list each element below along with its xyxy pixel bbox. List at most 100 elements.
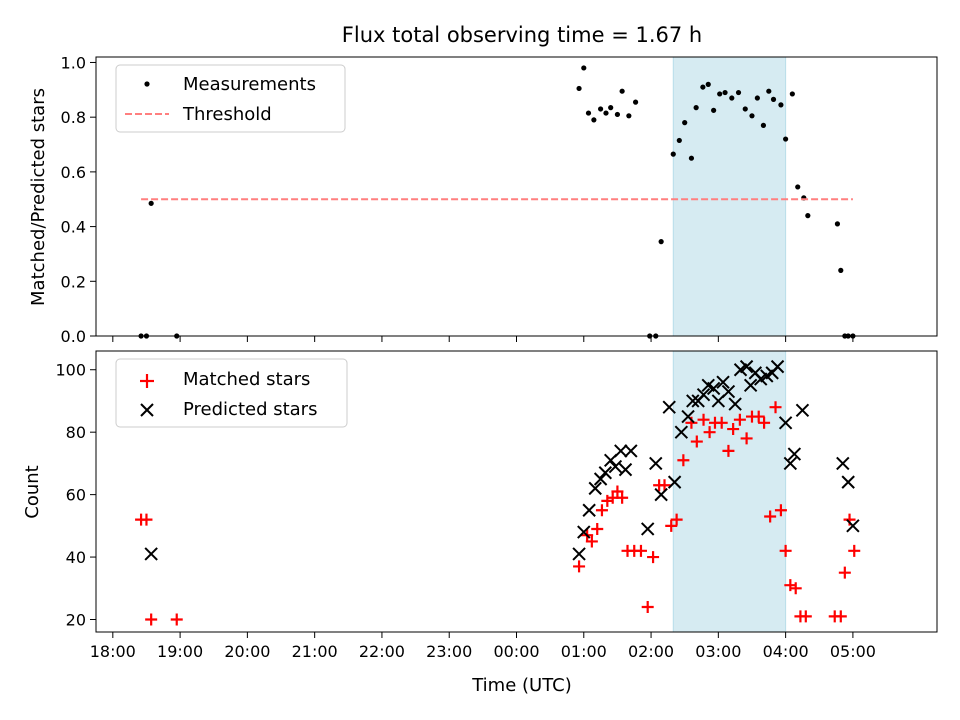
predicted-star-point bbox=[654, 487, 668, 502]
predicted-star-point bbox=[598, 466, 613, 480]
x-tick-label: 21:00 bbox=[292, 642, 338, 661]
legend-matched-label: Matched stars bbox=[183, 369, 310, 390]
legend-measurements-marker bbox=[144, 81, 150, 87]
predicted-star-point bbox=[706, 381, 721, 396]
matched-star-point bbox=[170, 613, 183, 626]
ratio-x-ticks bbox=[112, 336, 854, 342]
predicted-star-point bbox=[144, 547, 158, 561]
x-axis-label: Time (UTC) bbox=[471, 675, 572, 696]
measurement-point bbox=[700, 84, 706, 90]
measurement-point bbox=[576, 85, 582, 92]
series-matched-stars bbox=[135, 401, 861, 626]
matched-star-point bbox=[740, 432, 753, 445]
matched-star-point bbox=[848, 544, 861, 557]
matched-star-point bbox=[769, 401, 782, 414]
measurement-point bbox=[735, 89, 742, 96]
predicted-star-point bbox=[608, 459, 623, 474]
matched-star-point bbox=[715, 416, 728, 429]
matched-star-point bbox=[647, 551, 660, 564]
measurement-point bbox=[760, 122, 767, 128]
matched-star-point bbox=[616, 491, 629, 504]
counts-legend-box bbox=[115, 358, 348, 428]
measurement-point bbox=[778, 102, 784, 108]
measurement-point bbox=[598, 106, 604, 112]
matched-star-point bbox=[722, 444, 735, 457]
measurement-point bbox=[670, 151, 676, 157]
predicted-star-point bbox=[572, 547, 586, 561]
legend-matched-marker bbox=[140, 374, 154, 388]
x-tick-label: 01:00 bbox=[561, 642, 607, 661]
predicted-star-point bbox=[787, 447, 802, 461]
measurement-point bbox=[676, 137, 682, 144]
measurement-point bbox=[766, 88, 772, 94]
measurement-point bbox=[148, 200, 154, 206]
legend-threshold-label: Threshold bbox=[182, 104, 272, 125]
predicted-star-point bbox=[778, 416, 793, 430]
predicted-star-point bbox=[846, 519, 860, 533]
matched-star-point bbox=[834, 610, 847, 623]
predicted-star-point bbox=[667, 475, 682, 489]
predicted-star-point bbox=[716, 375, 730, 389]
matched-star-point bbox=[658, 479, 671, 492]
predicted-star-point bbox=[728, 397, 742, 411]
predicted-star-point bbox=[783, 456, 798, 471]
measurement-point bbox=[693, 105, 699, 111]
predicted-star-point bbox=[618, 462, 633, 477]
predicted-star-point bbox=[640, 522, 655, 536]
measurement-point bbox=[834, 221, 841, 227]
measurement-point bbox=[711, 107, 717, 113]
measurement-point bbox=[795, 184, 801, 190]
counts-y-tick-label: 20 bbox=[66, 611, 86, 630]
predicted-star-point bbox=[841, 475, 855, 489]
matched-star-point bbox=[611, 485, 624, 498]
measurement-point bbox=[749, 113, 755, 119]
x-tick-label: 20:00 bbox=[224, 642, 270, 661]
measurement-point bbox=[754, 95, 760, 101]
x-tick-label: 02:00 bbox=[628, 642, 674, 661]
predicted-star-point bbox=[681, 409, 695, 424]
matched-star-point bbox=[774, 504, 787, 517]
predicted-star-point bbox=[614, 444, 628, 458]
predicted-star-point bbox=[593, 472, 608, 486]
ratio-panel: 0.0 0.2 0.4 0.6 0.8 1.0 Matched/Predicted sta… bbox=[28, 53, 938, 346]
ratio-highlight-span bbox=[672, 56, 787, 337]
predicted-star-point bbox=[836, 456, 850, 471]
matched-star-point bbox=[727, 423, 740, 436]
matched-star-point bbox=[789, 582, 802, 595]
measurement-point bbox=[705, 81, 711, 87]
ratio-y-tick-label: 1.0 bbox=[61, 53, 86, 72]
ratio-y-tick-label: 0.6 bbox=[61, 163, 86, 182]
matched-star-point bbox=[779, 544, 792, 557]
matched-star-point bbox=[703, 426, 716, 439]
matched-star-point bbox=[752, 410, 765, 423]
measurement-point bbox=[717, 91, 723, 97]
matched-star-point bbox=[641, 601, 654, 614]
matched-star-point bbox=[634, 544, 647, 557]
matched-star-point bbox=[140, 513, 153, 526]
matched-star-point bbox=[677, 454, 690, 467]
ratio-y-tick-label: 0.0 bbox=[61, 327, 86, 346]
counts-y-axis: 20 40 60 80 100 bbox=[55, 361, 96, 630]
legend-predicted-marker bbox=[140, 403, 154, 417]
matched-star-point bbox=[697, 413, 710, 426]
measurement-point bbox=[581, 65, 587, 71]
measurement-point bbox=[626, 113, 632, 119]
counts-y-tick-label: 80 bbox=[66, 423, 86, 442]
measurement-point bbox=[658, 239, 664, 245]
matched-star-point bbox=[145, 613, 158, 626]
x-tick-label: 00:00 bbox=[493, 642, 539, 661]
chart-title: Flux total observing time = 1.67 h bbox=[342, 23, 702, 47]
matched-star-point bbox=[670, 513, 683, 526]
ratio-legend: Measurements Threshold bbox=[115, 64, 346, 133]
matched-star-point bbox=[573, 560, 586, 573]
predicted-star-point bbox=[795, 403, 810, 418]
matched-star-point bbox=[758, 416, 771, 429]
ratio-legend-box bbox=[115, 64, 346, 133]
counts-y-label: Count bbox=[22, 465, 43, 518]
predicted-star-point bbox=[577, 525, 591, 539]
measurement-point bbox=[632, 99, 639, 105]
predicted-star-point bbox=[588, 481, 602, 496]
measurement-point bbox=[742, 106, 748, 112]
series-predicted-stars bbox=[144, 359, 860, 561]
